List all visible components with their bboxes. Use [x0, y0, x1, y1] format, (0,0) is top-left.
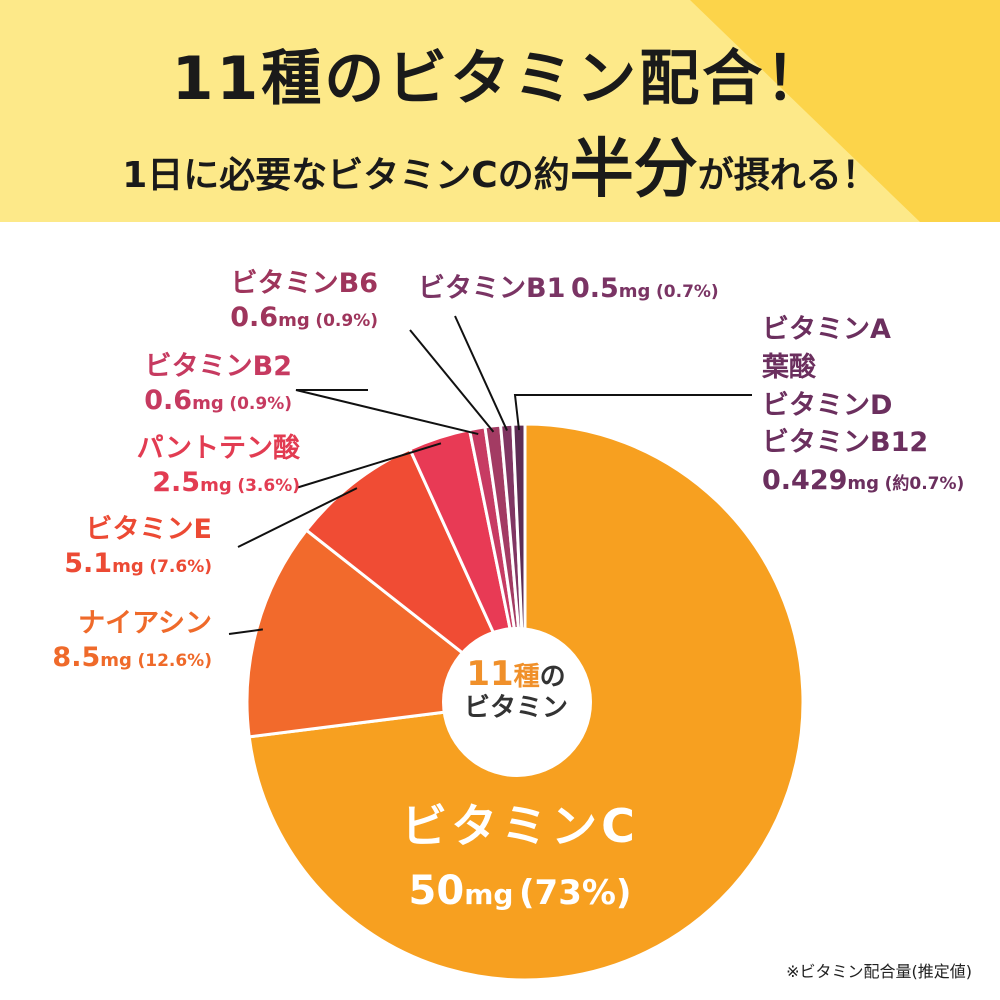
label-pantothenic-acid: パントテン酸 2.5mg (3.6%) — [20, 432, 300, 500]
center-kind: 種 — [513, 662, 540, 692]
slice-name-vitamin-d: ビタミンD — [762, 389, 893, 421]
slice-unit: mg — [847, 473, 880, 495]
slice-amount: 0.429 — [762, 465, 848, 497]
slice-name: パントテン酸 — [136, 433, 300, 464]
slice-name-vitamin-b12: ビタミンB12 — [762, 427, 929, 459]
center-vitamin: ビタミン — [463, 693, 568, 724]
label-vitamin-b1: ビタミンB1 0.5mg (0.7%) — [418, 272, 719, 306]
label-vitamin-b6: ビタミンB6 0.6mg (0.9%) — [120, 267, 378, 335]
footnote: ※ビタミン配合量(推定値) — [786, 962, 972, 981]
slice-percent: (12.6%) — [137, 650, 212, 671]
slice-percent: (7.6%) — [149, 556, 212, 577]
slice-unit: mg — [200, 474, 232, 496]
label-vitamin-e: ビタミンE 5.1mg (7.6%) — [20, 513, 212, 581]
slice-amount: 0.6 — [230, 301, 279, 333]
slice-percent: (3.6%) — [237, 475, 300, 496]
slice-unit: mg — [112, 555, 144, 577]
slice-name-vitamin-a: ビタミンA — [762, 314, 891, 345]
pie-slice — [304, 447, 527, 704]
label-vitamin-c: ビタミンC 50mg (73%) — [330, 790, 710, 914]
slice-amount: 0.6 — [144, 384, 193, 416]
slice-unit: mg — [192, 392, 224, 414]
leader-line — [295, 389, 479, 436]
page-subtitle: 1日に必要なビタミンCの約半分が摂れる！ — [0, 118, 1000, 210]
slice-unit: mg — [278, 309, 310, 331]
page-title: 11種のビタミン配合！ — [171, 44, 829, 114]
leader-line — [228, 628, 264, 635]
center-count: 11 — [466, 654, 514, 694]
leader-line — [237, 487, 358, 548]
slice-percent: (0.9%) — [315, 310, 378, 331]
slice-amount: 2.5 — [152, 466, 201, 498]
slice-percent: (0.7%) — [656, 282, 719, 302]
slice-unit: mg — [100, 649, 132, 671]
center-particle: の — [539, 662, 566, 692]
leader-line — [513, 394, 752, 431]
slice-amount: 50 — [408, 868, 465, 914]
header-banner: 11種のビタミン配合！ 1日に必要なビタミンCの約半分が摂れる！ — [0, 0, 1000, 222]
slice-amount: 8.5 — [52, 641, 101, 673]
slice-name-folic-acid: 葉酸 — [762, 351, 816, 383]
leader-line — [295, 442, 442, 489]
label-vitamin-b2: ビタミンB2 0.6mg (0.9%) — [20, 350, 292, 418]
header-background — [0, 0, 1000, 222]
slice-name: ビタミンC — [401, 799, 639, 853]
slice-percent: (約0.7%) — [884, 474, 965, 495]
center-label: 11種の ビタミン — [441, 654, 591, 724]
label-vitamin-a-group: ビタミンA 葉酸 ビタミンD ビタミンB12 0.429mg (約0.7%) — [762, 311, 964, 500]
slice-name: ビタミンB1 — [418, 273, 566, 304]
slice-name: ビタミンB2 — [144, 351, 292, 382]
leader-line — [454, 315, 508, 432]
slice-name: ビタミンE — [85, 514, 212, 545]
donut-hole — [442, 627, 592, 777]
subtitle-post: が摂れる！ — [697, 155, 878, 196]
slice-name: ビタミンB6 — [230, 268, 378, 299]
slice-name: ナイアシン — [78, 608, 212, 639]
label-niacin: ナイアシン 8.5mg (12.6%) — [20, 607, 212, 675]
leader-line — [409, 329, 495, 433]
slice-percent: (0.9%) — [229, 393, 292, 414]
subtitle-emphasis: 半分 — [569, 133, 698, 207]
slice-amount: 5.1 — [64, 547, 113, 579]
subtitle-pre: 1日に必要なビタミンCの約 — [122, 155, 570, 196]
slice-unit: mg — [464, 878, 514, 911]
slice-unit: mg — [618, 281, 651, 302]
slice-amount: 0.5 — [570, 273, 619, 304]
slice-percent: (73%) — [519, 873, 632, 913]
